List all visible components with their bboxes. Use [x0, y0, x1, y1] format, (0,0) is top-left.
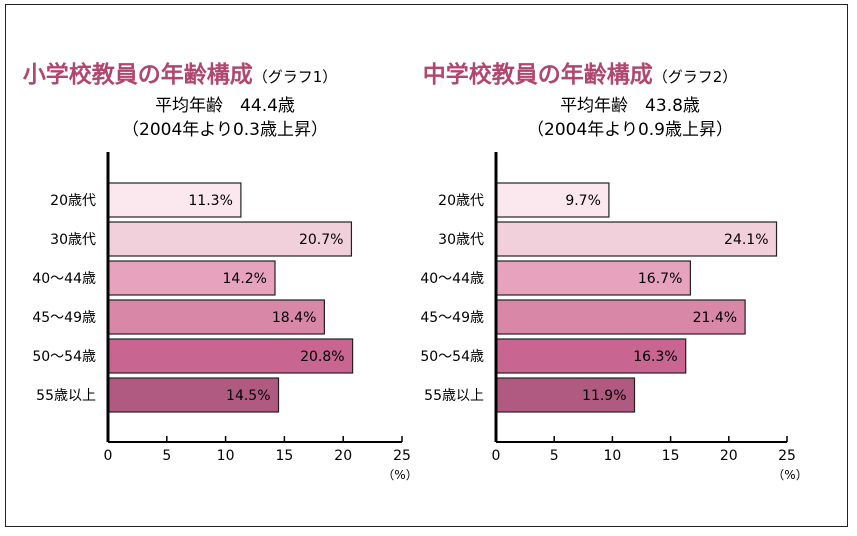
chart-title-suffix: （グラフ1）: [253, 68, 338, 86]
bar-1: [107, 182, 242, 218]
x-axis-unit: （%）: [382, 468, 417, 482]
x-tick-label: 20: [720, 448, 738, 464]
category-label: 55歳以上: [36, 388, 96, 404]
x-tick-label: 25: [778, 448, 796, 464]
x-tick-label: 10: [603, 448, 621, 464]
bar-2: [495, 221, 778, 257]
x-tick-label: 5: [550, 448, 559, 464]
chart-panel-elementary: 小学校教員の年齢構成（グラフ1） 平均年齢 44.4歳 （2004年より0.3歳…: [23, 61, 418, 482]
category-label: 30歳代: [50, 232, 96, 248]
chart-panel-junior-high: 中学校教員の年齢構成（グラフ2） 平均年齢 43.8歳 （2004年より0.9歳…: [420, 61, 807, 482]
axes: 0 5 10 15 20 25: [104, 152, 411, 464]
bar-2: [107, 221, 353, 257]
bar-6: [495, 377, 636, 413]
chart-title-main: 中学校教員の年齢構成: [423, 61, 653, 88]
bar-value-label: 14.2%: [223, 271, 267, 287]
chart-title-suffix: （グラフ2）: [653, 68, 738, 86]
category-label: 45～49歳: [420, 310, 484, 326]
bar-6: [107, 377, 280, 413]
chart-title: 中学校教員の年齢構成（グラフ2）: [423, 61, 738, 88]
chart-title: 小学校教員の年齢構成（グラフ1）: [23, 61, 338, 88]
category-label: 20歳代: [50, 193, 96, 209]
category-label: 45～49歳: [32, 310, 96, 326]
category-label: 40～44歳: [32, 271, 96, 287]
bar-value-label: 18.4%: [272, 310, 316, 326]
bar-value-label: 16.3%: [633, 349, 677, 365]
category-label: 50～54歳: [420, 349, 484, 365]
x-tick-label: 5: [162, 448, 171, 464]
chart-title-main: 小学校教員の年齢構成: [23, 61, 253, 88]
bar-1: [495, 182, 610, 218]
x-tick-label: 15: [275, 448, 293, 464]
chart-subtitle: 平均年齢 44.4歳: [155, 96, 295, 116]
x-tick-label: 0: [492, 448, 501, 464]
x-axis-unit: （%）: [772, 468, 807, 482]
category-label: 55歳以上: [424, 388, 484, 404]
category-label: 50～54歳: [32, 349, 96, 365]
bar-value-label: 21.4%: [693, 310, 737, 326]
category-label: 40～44歳: [420, 271, 484, 287]
chart-subtitle-2: （2004年より0.9歳上昇）: [527, 120, 733, 140]
bar-5: [495, 338, 687, 374]
bar-value-label: 20.7%: [299, 232, 343, 248]
category-label: 30歳代: [438, 232, 484, 248]
bar-4: [495, 299, 746, 335]
x-tick-label: 10: [217, 448, 235, 464]
bar-value-label: 16.7%: [638, 271, 682, 287]
bar-group: 9.7% 20歳代 24.1% 30歳代 16.7% 40～44歳 21.4% 45～49歳 1…: [420, 182, 778, 413]
x-tick-label: 25: [393, 448, 411, 464]
bar-value-label: 24.1%: [724, 232, 768, 248]
chart-subtitle-2: （2004年より0.3歳上昇）: [122, 120, 328, 140]
bar-value-label: 14.5%: [226, 388, 270, 404]
bar-value-label: 11.9%: [582, 388, 626, 404]
x-tick-label: 20: [334, 448, 352, 464]
bar-value-label: 9.7%: [565, 193, 601, 209]
category-label: 20歳代: [438, 193, 484, 209]
x-tick-label: 0: [104, 448, 113, 464]
bar-value-label: 11.3%: [188, 193, 232, 209]
axes: 0 5 10 15 20 25: [492, 152, 796, 464]
bar-group: 11.3% 20歳代 20.7% 30歳代 14.2% 40～44歳 18.4% 45～49歳…: [32, 182, 354, 413]
x-tick-label: 15: [662, 448, 680, 464]
bar-value-label: 20.8%: [300, 349, 344, 365]
bar-4: [107, 299, 325, 335]
bar-3: [107, 260, 276, 296]
chart-subtitle: 平均年齢 43.8歳: [560, 96, 700, 116]
